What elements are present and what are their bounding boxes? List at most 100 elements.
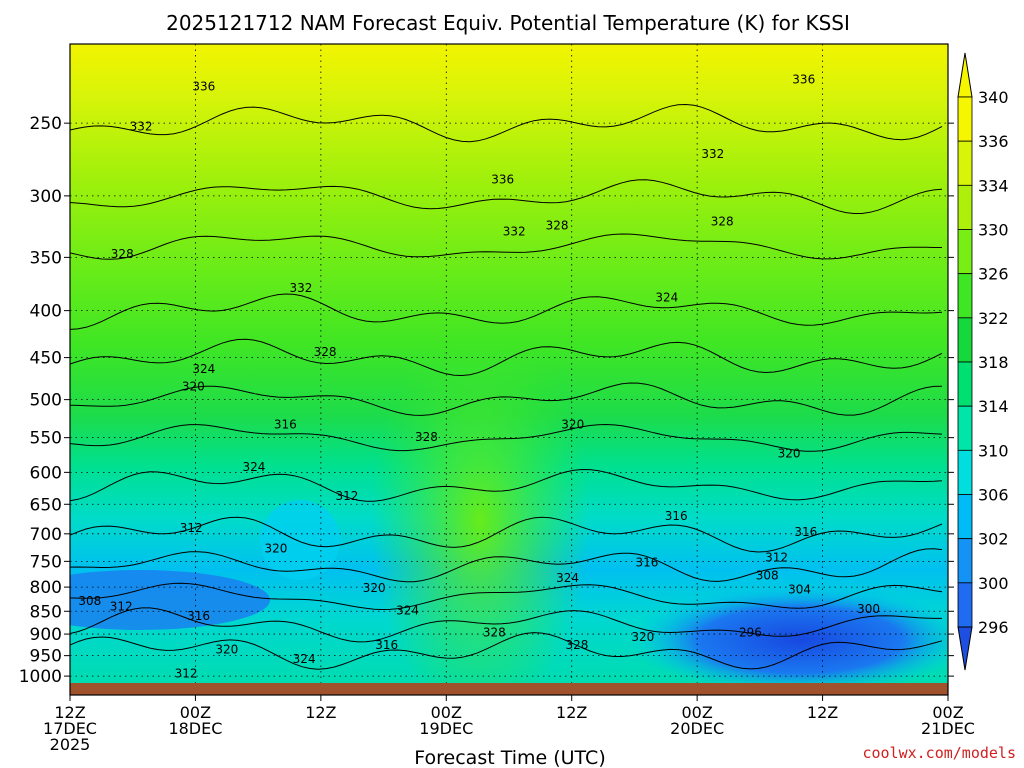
colorbar-segment (957, 140, 973, 186)
contour-line (70, 632, 943, 670)
contour-line (70, 548, 943, 583)
x-tick-label: 00Z (681, 703, 712, 722)
chart-title: 2025121712 NAM Forecast Equiv. Potential… (166, 11, 850, 35)
contour-labels: 336 332 336 336 332 332 328 328 328 332 324 328 324 3… (78, 72, 880, 680)
y-tick-label: 850 (30, 602, 62, 622)
ground (70, 683, 948, 695)
colorbar-segment (957, 582, 973, 628)
colorbar-segment (957, 538, 973, 584)
colorbar: 340 336 334 330 326 322 318 314 310 306 302 300 296 (957, 52, 1009, 671)
contour-label: 328 (546, 218, 569, 232)
contour-label: 324 (556, 571, 579, 585)
x-tick-label: 12Z (556, 703, 587, 722)
y-tick-label: 650 (30, 495, 62, 515)
contour-label: 332 (290, 281, 313, 295)
plot-frame (69, 43, 949, 696)
x-tick-label: 12Z (305, 703, 336, 722)
contour-label: 324 (396, 603, 419, 617)
contour-label: 328 (314, 345, 337, 359)
x-tick-label: 2025 (50, 735, 91, 754)
contour-label: 336 (192, 79, 215, 93)
contour-label: 320 (631, 630, 654, 644)
colorbar-segment (957, 494, 973, 540)
grid-lines (70, 44, 948, 684)
cold-layer-west (70, 570, 270, 630)
contour-label: 328 (483, 626, 506, 640)
x-axis-label: Forecast Time (UTC) (414, 747, 605, 768)
contour-label: 316 (665, 509, 688, 523)
colorbar-label: 340 (978, 88, 1009, 107)
y-tick-label: 700 (30, 525, 62, 545)
cold-pool-east (630, 585, 948, 684)
contour-label: 328 (711, 215, 734, 229)
cool-pocket (260, 500, 340, 580)
contour-label: 320 (215, 642, 238, 656)
y-tick-label: 450 (30, 349, 62, 369)
x-tick-label: 19DEC (419, 719, 473, 738)
contour-label: 312 (110, 600, 133, 614)
colorbar-label: 296 (978, 618, 1009, 637)
contour-label: 324 (192, 362, 215, 376)
contour-line (70, 382, 943, 416)
contour-line (70, 338, 943, 377)
contour-line (70, 516, 943, 553)
contour-label: 316 (636, 555, 659, 569)
contour-label: 316 (274, 417, 297, 431)
contour-label: 332 (130, 119, 153, 133)
colorbar-segment (957, 361, 973, 407)
colorbar-label: 330 (978, 221, 1009, 240)
colorbar-segment (957, 184, 973, 230)
contour-label: 304 (788, 583, 811, 597)
contour-label: 328 (565, 638, 588, 652)
colorbar-label: 336 (978, 132, 1009, 151)
contour-label: 328 (415, 430, 438, 444)
contour-label: 324 (293, 652, 316, 666)
x-tick-label: 12Z (54, 703, 85, 722)
contour-label: 316 (187, 609, 210, 623)
colorbar-segment (957, 449, 973, 495)
contour-label: 332 (701, 147, 724, 161)
contour-label: 312 (180, 521, 203, 535)
colorbar-label: 314 (978, 397, 1009, 416)
contour-label: 312 (175, 666, 198, 680)
contour-label: 300 (857, 602, 880, 616)
colorbar-label: 318 (978, 353, 1009, 372)
y-tick-label: 900 (30, 625, 62, 645)
x-tick-label: 00Z (180, 703, 211, 722)
x-tick-label: 18DEC (168, 719, 222, 738)
contour-line (70, 423, 943, 452)
y-tick-label: 300 (30, 187, 62, 207)
colorbar-bottom-arrow (957, 626, 973, 671)
contour-label: 328 (111, 247, 134, 261)
y-tick-label: 950 (30, 647, 62, 667)
y-tick-label: 400 (30, 302, 62, 322)
contour-lines (70, 103, 943, 670)
y-tick-label: 800 (30, 578, 62, 598)
contour-label: 308 (756, 568, 779, 582)
contour-label: 296 (739, 626, 762, 640)
contour-label: 324 (655, 290, 678, 304)
contour-label: 312 (336, 489, 359, 503)
credit-text: coolwx.com/models (862, 744, 1016, 762)
contour-label: 320 (363, 581, 386, 595)
contour-label: 336 (792, 72, 815, 86)
y-tick-label: 600 (30, 463, 62, 483)
colorbar-segment (957, 273, 973, 319)
y-tick-label: 500 (30, 391, 62, 411)
contour-label: 336 (491, 173, 514, 187)
y-tick-label: 1000 (19, 667, 62, 687)
x-tick-label: 00Z (932, 703, 963, 722)
contour-line (70, 607, 942, 643)
colorbar-label: 300 (978, 574, 1009, 593)
contour-line (70, 293, 943, 330)
contour-line (70, 233, 942, 260)
y-tick-label: 550 (30, 429, 62, 449)
colorbar-label: 334 (978, 176, 1009, 195)
x-tick-label: 20DEC (670, 719, 724, 738)
contour-label: 316 (375, 638, 398, 652)
x-tick-label: 12Z (807, 703, 838, 722)
x-tick-label: 21DEC (921, 719, 975, 738)
